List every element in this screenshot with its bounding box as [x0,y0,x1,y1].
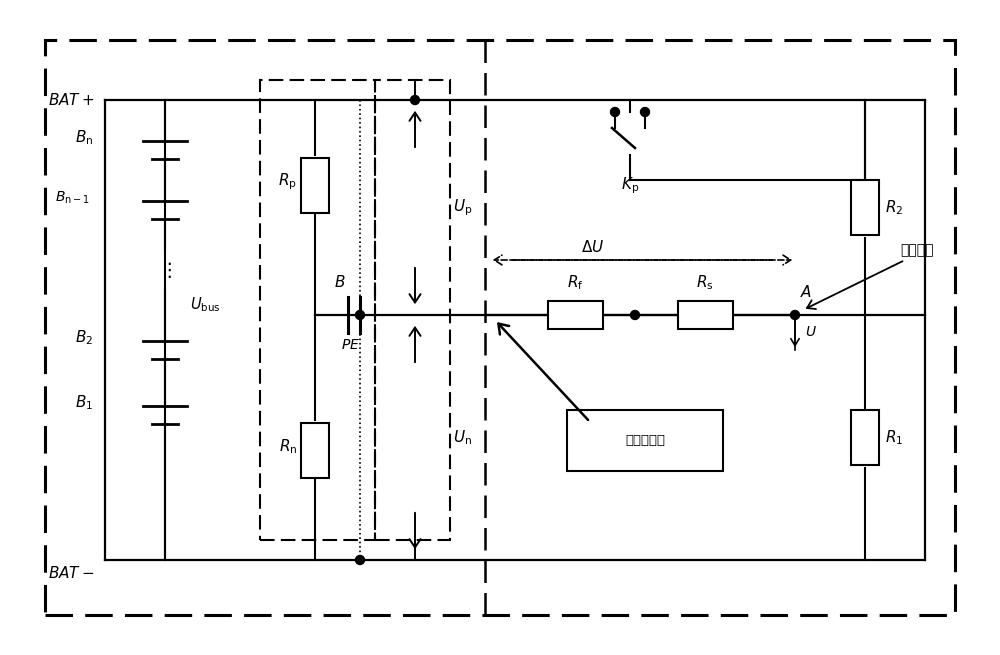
Text: $B$: $B$ [334,274,346,290]
Text: $R_{\rm 2}$: $R_{\rm 2}$ [885,198,903,217]
FancyBboxPatch shape [567,409,723,470]
Bar [301,157,329,212]
Text: $B_{\rm 2}$: $B_{\rm 2}$ [75,329,93,347]
Text: 差分信号: 差分信号 [900,243,934,257]
Circle shape [411,96,420,105]
Text: $\vdots$: $\vdots$ [159,260,171,280]
Circle shape [640,107,650,117]
Text: $K_{\rm p}$: $K_{\rm p}$ [621,175,639,196]
Text: $B_{\rm n}$: $B_{\rm n}$ [75,128,93,147]
Text: $\Delta U$: $\Delta U$ [581,239,604,255]
Bar [678,301,732,329]
Text: $PE$: $PE$ [341,338,361,352]
Text: $A$: $A$ [800,284,812,300]
Text: $B_{\rm 1}$: $B_{\rm 1}$ [75,394,93,413]
Text: $BAT+$: $BAT+$ [48,92,94,108]
Text: $U_{\rm bus}$: $U_{\rm bus}$ [190,295,221,314]
Circle shape [356,555,364,565]
Bar [548,301,602,329]
Text: $BAT-$: $BAT-$ [48,565,94,581]
Text: $U_{\rm p}$: $U_{\rm p}$ [453,197,472,218]
Text: $R_{\rm p}$: $R_{\rm p}$ [278,172,297,193]
Circle shape [610,107,620,117]
Text: $R_{\rm 1}$: $R_{\rm 1}$ [885,428,903,447]
Text: $U_{\rm n}$: $U_{\rm n}$ [453,428,472,447]
Text: $R_{\rm s}$: $R_{\rm s}$ [696,273,714,292]
Text: $U$: $U$ [805,326,817,339]
Text: $R_{\rm n}$: $R_{\rm n}$ [279,438,297,457]
Text: $R_{\rm f}$: $R_{\rm f}$ [567,273,583,292]
Bar [851,180,879,235]
Text: $B_{\rm n-1}$: $B_{\rm n-1}$ [55,190,90,206]
Text: 绝缘电阻桥: 绝缘电阻桥 [625,434,665,447]
Bar [851,410,879,465]
Circle shape [790,310,800,320]
Circle shape [356,310,364,320]
Bar [301,422,329,477]
Circle shape [631,310,640,320]
